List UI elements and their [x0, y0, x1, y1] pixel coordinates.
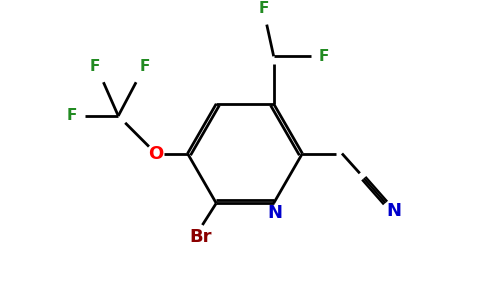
Text: Br: Br — [189, 228, 212, 246]
Text: F: F — [90, 59, 100, 74]
Text: N: N — [267, 204, 282, 222]
Text: F: F — [319, 49, 329, 64]
Text: O: O — [148, 145, 164, 163]
Text: F: F — [140, 59, 150, 74]
Text: F: F — [258, 1, 269, 16]
Text: F: F — [67, 108, 77, 123]
Text: N: N — [386, 202, 401, 220]
